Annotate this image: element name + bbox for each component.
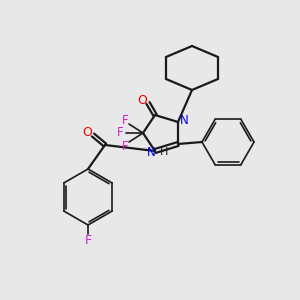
Text: F: F bbox=[84, 233, 92, 247]
Text: N: N bbox=[147, 146, 155, 158]
Text: F: F bbox=[122, 113, 128, 127]
Text: O: O bbox=[82, 127, 92, 140]
Text: F: F bbox=[117, 127, 123, 140]
Text: H: H bbox=[160, 147, 168, 157]
Text: N: N bbox=[180, 113, 188, 127]
Text: F: F bbox=[122, 140, 128, 152]
Text: O: O bbox=[137, 94, 147, 106]
